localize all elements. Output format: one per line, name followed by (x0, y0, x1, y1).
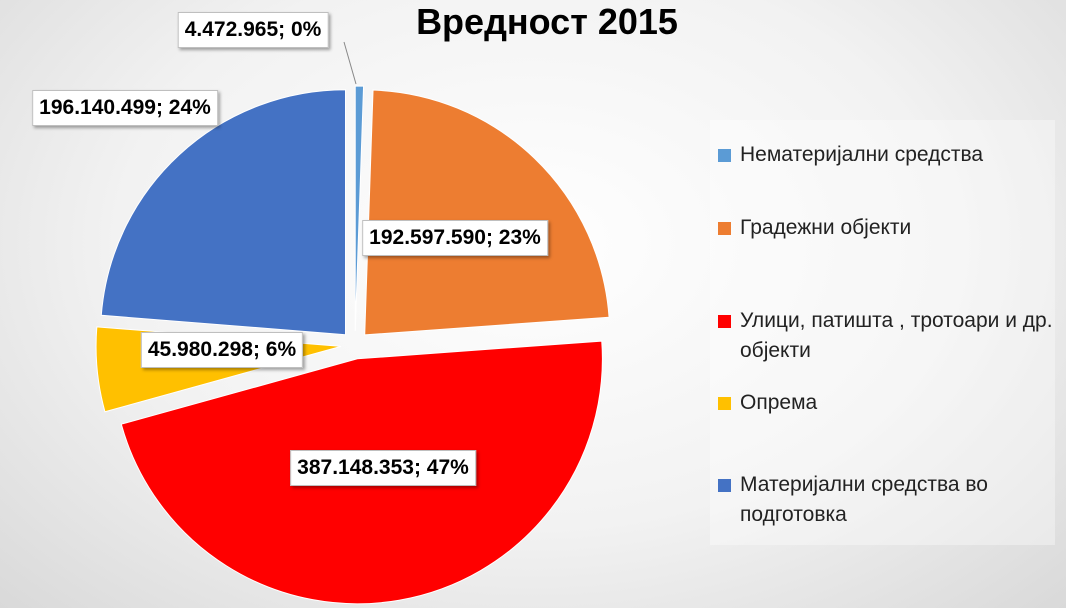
data-label: 387.148.353; 47% (290, 450, 476, 486)
legend-swatch (718, 315, 731, 328)
leader-line (343, 41, 357, 85)
legend-swatch (718, 222, 731, 235)
data-label: 196.140.499; 24% (32, 90, 218, 126)
legend-label: Градежни објекти (740, 216, 912, 239)
data-label: 45.980.298; 6% (140, 332, 304, 368)
data-label: 4.472.965; 0% (177, 12, 329, 48)
pie-slice (364, 89, 610, 336)
pie-slice (354, 85, 365, 332)
legend-entry: Нематеријални средства (718, 140, 1066, 170)
pie-slice (100, 89, 347, 336)
legend-entry: Опрема (718, 388, 1066, 418)
legend-label: Опрема (740, 391, 818, 414)
legend-entry: Градежни објекти (718, 213, 1066, 243)
legend-swatch (718, 397, 731, 410)
legend-swatch (718, 479, 731, 492)
chart-title: Вредност 2015 (416, 1, 678, 42)
legend-entry: Улици, патишта , тротоари и др. објекти (718, 306, 1066, 366)
legend-entry: Материјални средства во подготовка (718, 470, 1066, 530)
legend-swatch (718, 149, 731, 162)
legend: Нематеријални средства Градежни објекти Ул… (710, 120, 1055, 545)
legend-label: Нематеријални средства (740, 143, 984, 166)
data-label: 192.597.590; 23% (362, 220, 548, 256)
legend-label: Материјални средства во подготовка (740, 473, 988, 526)
legend-label: Улици, патишта , тротоари и др. објекти (740, 309, 1053, 362)
